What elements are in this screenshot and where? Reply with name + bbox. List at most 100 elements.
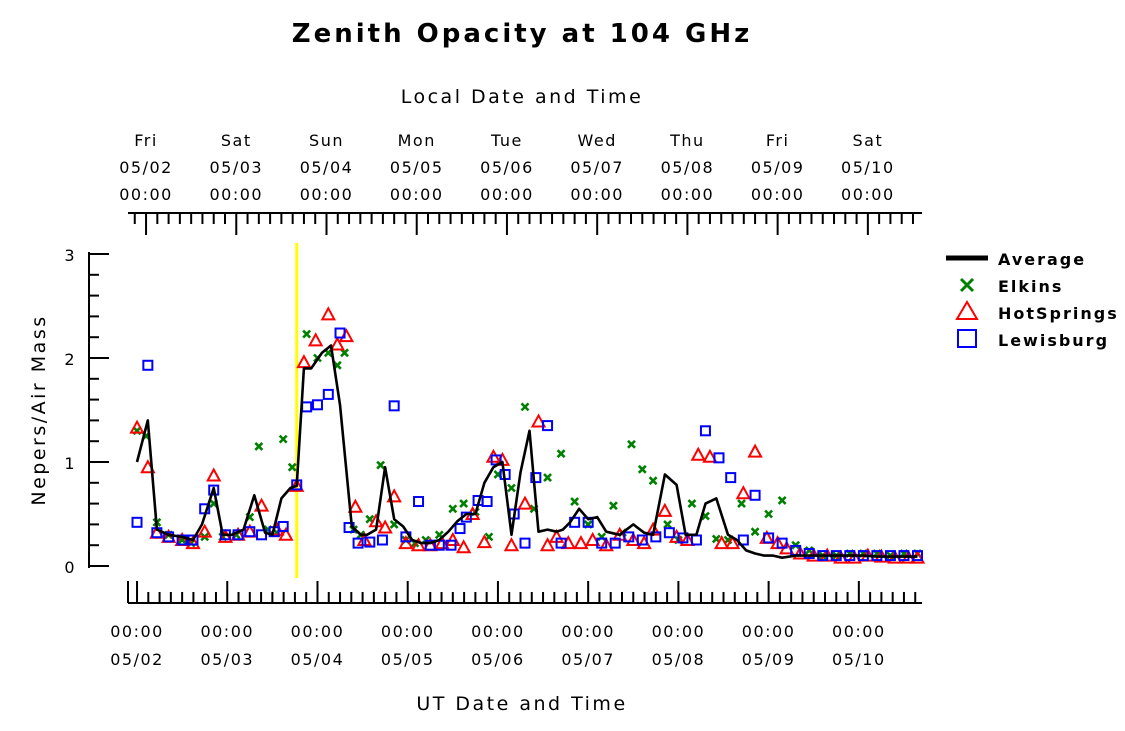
x-stroke	[764, 509, 774, 519]
hotsprings-point	[129, 419, 145, 434]
legend-elkins-label: Elkins	[998, 277, 1063, 296]
top-tick-time-label: 00:00	[119, 185, 173, 204]
lewisburg-point	[749, 489, 761, 501]
x-stroke	[543, 473, 552, 483]
legend-lewisburg-swatch	[957, 329, 977, 348]
elkins-point	[609, 501, 618, 511]
elkins-point	[278, 434, 288, 444]
legend-elkins-swatch	[959, 277, 975, 293]
lewisburg-point	[663, 527, 675, 539]
series-average	[135, 344, 918, 560]
top-tick-date-label: 05/07	[570, 158, 624, 177]
x-tick-date-label: 05/05	[381, 650, 435, 669]
x-tick-time-label: 00:00	[381, 622, 435, 641]
x-tick-date-label: 05/08	[652, 650, 706, 669]
hotsprings-point	[289, 477, 305, 492]
hotsprings-point	[197, 523, 213, 538]
lewisburg-point	[699, 425, 711, 437]
x-axis-label: UT Date and Time	[416, 693, 627, 715]
hotsprings-point	[377, 519, 393, 534]
top-axis-label: Local Date and Time	[401, 86, 644, 108]
top-tick-time-label: 00:00	[300, 185, 354, 204]
elkins-point	[750, 527, 760, 537]
elkins-point	[637, 464, 647, 474]
chart-title: Zenith Opacity at 104 GHz	[292, 19, 753, 49]
legend-average-label: Average	[998, 250, 1086, 269]
hotsprings-point	[584, 531, 601, 546]
lewisburg-point	[163, 531, 175, 543]
hotsprings-point	[735, 485, 752, 500]
hotsprings-point	[296, 354, 312, 369]
x-tick-date-label: 05/07	[561, 650, 615, 669]
x-stroke	[959, 277, 975, 293]
lewisburg-point	[519, 537, 531, 549]
lewisburg-point	[256, 529, 268, 541]
top-tick-weekday-label: Fri	[766, 131, 790, 150]
top-tick-weekday-label: Mon	[398, 131, 436, 150]
elkins-point	[287, 462, 297, 472]
lewisburg-point	[737, 534, 749, 546]
top-tick-time-label: 00:00	[751, 185, 805, 204]
top-tick-date-label: 05/05	[390, 158, 444, 177]
lewisburg-point	[322, 388, 334, 400]
y-tick-label: 2	[64, 350, 76, 369]
x-stroke	[663, 519, 672, 529]
top-tick-date-label: 05/09	[751, 158, 805, 177]
x-tick-date-label: 05/06	[471, 650, 525, 669]
axes: 0 1 2 3 00:00 05/02 00:00 05/03 00:00 05/04 00:00 0…	[64, 131, 922, 669]
y-tick-label: 3	[64, 246, 76, 265]
hotsprings-point	[833, 549, 849, 564]
x-stroke	[287, 462, 297, 472]
lewisburg-point	[555, 537, 567, 549]
lewisburg-point	[677, 532, 689, 544]
legend-hotsprings-label: HotSprings	[998, 304, 1119, 323]
x-stroke	[556, 449, 566, 459]
x-stroke	[507, 483, 516, 493]
lewisburg-point	[609, 537, 621, 549]
hotsprings-point	[217, 528, 234, 543]
lewisburg-point	[244, 526, 256, 538]
top-tick-weekday-label: Tue	[490, 131, 523, 150]
x-stroke	[648, 476, 658, 486]
hotsprings-point	[445, 531, 461, 546]
top-tick-time-label: 00:00	[480, 185, 534, 204]
hotsprings-point	[573, 535, 589, 550]
x-stroke	[750, 527, 760, 537]
elkins-point	[764, 509, 774, 519]
hotsprings-point	[690, 446, 706, 461]
top-tick-weekday-label: Sun	[309, 131, 344, 150]
series-hotsprings	[129, 306, 926, 564]
x-stroke	[777, 496, 787, 505]
hotsprings-point	[398, 535, 414, 550]
hotsprings-point	[792, 545, 808, 560]
hotsprings-point	[320, 306, 336, 321]
lewisburg-point	[131, 516, 143, 528]
x-stroke	[302, 329, 312, 339]
elkins-point	[663, 519, 672, 529]
elkins-point	[570, 497, 580, 506]
lewisburg-point	[142, 359, 154, 371]
x-tick-time-label: 00:00	[291, 622, 345, 641]
lewisburg-point	[364, 536, 376, 548]
x-stroke	[737, 499, 746, 509]
lewisburg-point	[713, 452, 725, 464]
hotsprings-point	[657, 502, 673, 517]
hotsprings-point	[307, 332, 324, 347]
x-stroke	[278, 434, 288, 444]
y-tick-label: 1	[64, 454, 76, 473]
x-stroke	[434, 530, 444, 540]
top-tick-weekday-label: Fri	[134, 131, 158, 150]
x-tick-time-label: 00:00	[652, 622, 706, 641]
lewisburg-point	[763, 532, 775, 544]
x-tick-time-label: 00:00	[471, 622, 525, 641]
x-tick-time-label: 00:00	[742, 622, 796, 641]
x-stroke	[687, 499, 697, 509]
legend-lewisburg-label: Lewisburg	[998, 331, 1109, 350]
hotsprings-point	[636, 535, 652, 550]
lewisburg-point	[388, 400, 400, 412]
top-tick-time-label: 00:00	[209, 185, 263, 204]
x-stroke	[701, 511, 710, 521]
hotsprings-point	[714, 535, 730, 550]
hotsprings-point	[329, 336, 346, 351]
x-tick-time-label: 00:00	[561, 622, 615, 641]
